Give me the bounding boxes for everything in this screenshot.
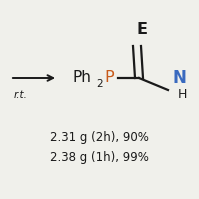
Text: P: P	[104, 70, 114, 86]
Text: 2: 2	[96, 79, 103, 89]
Text: N: N	[172, 69, 186, 87]
Text: H: H	[178, 88, 187, 100]
Text: E: E	[137, 22, 147, 37]
Text: 2.38 g (1h), 99%: 2.38 g (1h), 99%	[50, 151, 149, 165]
Text: r.t.: r.t.	[14, 90, 28, 100]
Text: Ph: Ph	[72, 70, 91, 86]
Text: 2.31 g (2h), 90%: 2.31 g (2h), 90%	[50, 132, 149, 144]
